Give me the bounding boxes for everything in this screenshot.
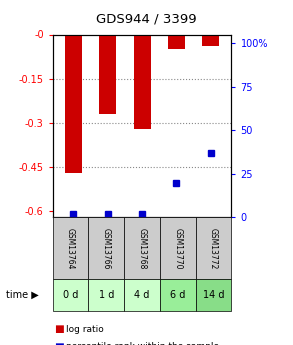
Text: ■: ■ bbox=[54, 325, 64, 334]
Text: percentile rank within the sample: percentile rank within the sample bbox=[66, 342, 219, 345]
Text: 1 d: 1 d bbox=[99, 290, 114, 300]
Text: 6 d: 6 d bbox=[170, 290, 185, 300]
Text: 14 d: 14 d bbox=[203, 290, 224, 300]
Text: ■: ■ bbox=[54, 342, 64, 345]
Bar bbox=[168, 34, 185, 49]
Text: GSM13764: GSM13764 bbox=[66, 228, 75, 269]
Text: log ratio: log ratio bbox=[66, 325, 104, 334]
Text: time ▶: time ▶ bbox=[6, 290, 39, 300]
Bar bbox=[99, 34, 116, 114]
Text: GSM13770: GSM13770 bbox=[173, 228, 182, 269]
Text: GSM13772: GSM13772 bbox=[209, 228, 218, 269]
Text: GDS944 / 3399: GDS944 / 3399 bbox=[96, 13, 197, 26]
Text: GSM13766: GSM13766 bbox=[102, 228, 111, 269]
Bar bbox=[65, 34, 82, 173]
Bar bbox=[202, 34, 219, 46]
Bar bbox=[134, 34, 151, 129]
Text: 4 d: 4 d bbox=[134, 290, 150, 300]
Text: GSM13768: GSM13768 bbox=[138, 228, 146, 269]
Text: 0 d: 0 d bbox=[63, 290, 78, 300]
